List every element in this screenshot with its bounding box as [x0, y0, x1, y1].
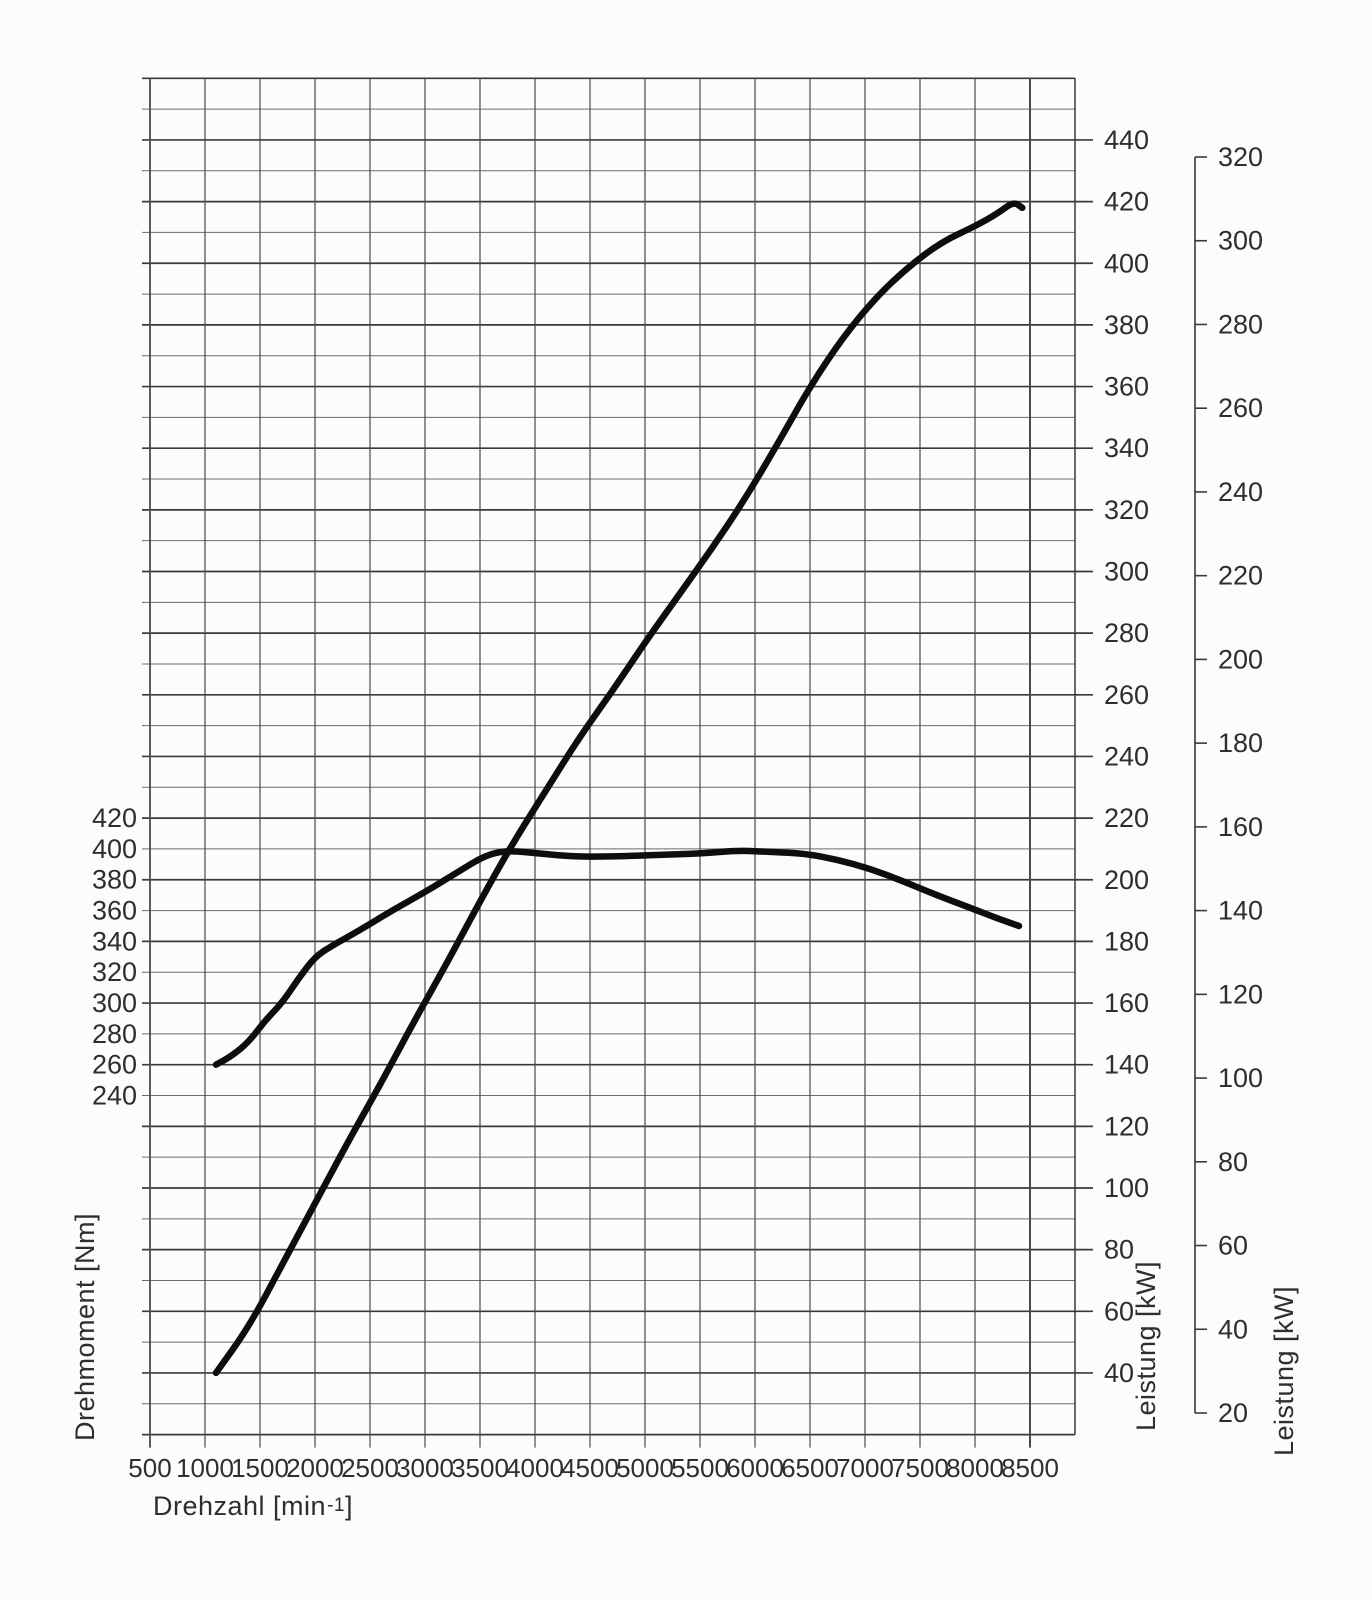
power-axis-outer-title: Leistung [kW] — [1266, 1211, 1302, 1531]
power-outer-tick-label: 200 — [1218, 644, 1263, 674]
torque-axis-tick-label: 260 — [92, 1050, 137, 1080]
power-inner-tick-label: 200 — [1104, 865, 1149, 895]
power-outer-tick-label: 140 — [1218, 896, 1263, 926]
power-inner-tick-label: 380 — [1104, 310, 1149, 340]
torque-axis-tick-label: 320 — [92, 957, 137, 987]
x-axis-tick-label: 5500 — [671, 1453, 729, 1483]
torque-axis-tick-label: 380 — [92, 865, 137, 895]
x-axis-tick-label: 6000 — [726, 1453, 784, 1483]
x-axis-tick-label: 4000 — [506, 1453, 564, 1483]
power-inner-tick-label: 140 — [1104, 1050, 1149, 1080]
power-inner-tick-label: 360 — [1104, 372, 1149, 402]
x-axis-tick-label: 1500 — [231, 1453, 289, 1483]
torque-axis-tick-label: 240 — [92, 1081, 137, 1111]
power-outer-tick-label: 260 — [1218, 393, 1263, 423]
power-inner-tick-label: 80 — [1104, 1235, 1134, 1265]
torque-axis-tick-label: 300 — [92, 988, 137, 1018]
power-inner-tick-label: 160 — [1104, 988, 1149, 1018]
power-outer-tick-label: 120 — [1218, 979, 1263, 1009]
x-axis-tick-label: 2000 — [286, 1453, 344, 1483]
power-inner-tick-label: 300 — [1104, 557, 1149, 587]
torque-axis-tick-label: 400 — [92, 834, 137, 864]
power-inner-tick-label: 280 — [1104, 618, 1149, 648]
torque-axis-tick-label: 360 — [92, 896, 137, 926]
power-inner-tick-label: 400 — [1104, 248, 1149, 278]
power-outer-tick-label: 280 — [1218, 309, 1263, 339]
torque-axis-title: Drehmoment [Nm] — [67, 1167, 103, 1487]
power-outer-tick-label: 160 — [1218, 812, 1263, 842]
power-inner-tick-label: 420 — [1104, 187, 1149, 217]
x-axis-tick-label: 2500 — [341, 1453, 399, 1483]
power-inner-tick-label: 220 — [1104, 803, 1149, 833]
power-axis-inner-title-text: Leistung [kW] — [1130, 1260, 1161, 1432]
torque-curve — [212, 847, 1023, 1068]
power-inner-tick-label: 340 — [1104, 433, 1149, 463]
x-axis-tick-label: 1000 — [176, 1453, 234, 1483]
torque-axis-title-text: Drehmoment [Nm] — [69, 1212, 100, 1442]
x-axis-tick-label: 7000 — [836, 1453, 894, 1483]
power-inner-tick-label: 40 — [1104, 1358, 1134, 1388]
x-axis-tick-label: 8000 — [946, 1453, 1004, 1483]
torque-axis-tick-label: 420 — [92, 803, 137, 833]
power-outer-tick-label: 20 — [1218, 1398, 1248, 1428]
speed-axis-title: Drehzahl [min -1] — [153, 1490, 353, 1521]
power-curve — [212, 200, 1026, 1377]
torque-axis-tick-label: 340 — [92, 926, 137, 956]
power-outer-tick-label: 80 — [1218, 1147, 1248, 1177]
power-inner-tick-label: 100 — [1104, 1173, 1149, 1203]
torque-axis-tick-label: 280 — [92, 1019, 137, 1049]
x-axis-tick-label: 8500 — [1001, 1453, 1059, 1483]
power-inner-tick-label: 120 — [1104, 1111, 1149, 1141]
x-axis-tick-label: 3500 — [451, 1453, 509, 1483]
power-inner-tick-label: 260 — [1104, 680, 1149, 710]
x-axis-tick-label: 4500 — [561, 1453, 619, 1483]
power-outer-tick-label: 300 — [1218, 226, 1263, 256]
power-outer-tick-label: 60 — [1218, 1231, 1248, 1261]
x-axis-tick-label: 3000 — [396, 1453, 454, 1483]
power-outer-tick-label: 100 — [1218, 1063, 1263, 1093]
power-inner-tick-label: 440 — [1104, 125, 1149, 155]
power-inner-tick-label: 240 — [1104, 741, 1149, 771]
power-axis-outer-title-text: Leistung [kW] — [1268, 1285, 1299, 1457]
x-axis-tick-label: 7500 — [891, 1453, 949, 1483]
speed-axis-title-post: ] — [344, 1490, 353, 1521]
speed-axis-title-pre: Drehzahl [min — [153, 1490, 327, 1521]
power-axis-inner-title: Leistung [kW] — [1128, 1186, 1164, 1506]
power-inner-tick-label: 320 — [1104, 495, 1149, 525]
power-outer-tick-label: 220 — [1218, 561, 1263, 591]
power-outer-tick-label: 320 — [1218, 142, 1263, 172]
x-axis-tick-label: 6500 — [781, 1453, 839, 1483]
power-outer-tick-label: 180 — [1218, 728, 1263, 758]
power-inner-tick-label: 180 — [1104, 926, 1149, 956]
x-axis-tick-label: 500 — [128, 1453, 171, 1483]
power-outer-tick-label: 240 — [1218, 477, 1263, 507]
x-axis-tick-label: 5000 — [616, 1453, 674, 1483]
power-outer-tick-label: 40 — [1218, 1314, 1248, 1344]
power-inner-tick-label: 60 — [1104, 1296, 1134, 1326]
